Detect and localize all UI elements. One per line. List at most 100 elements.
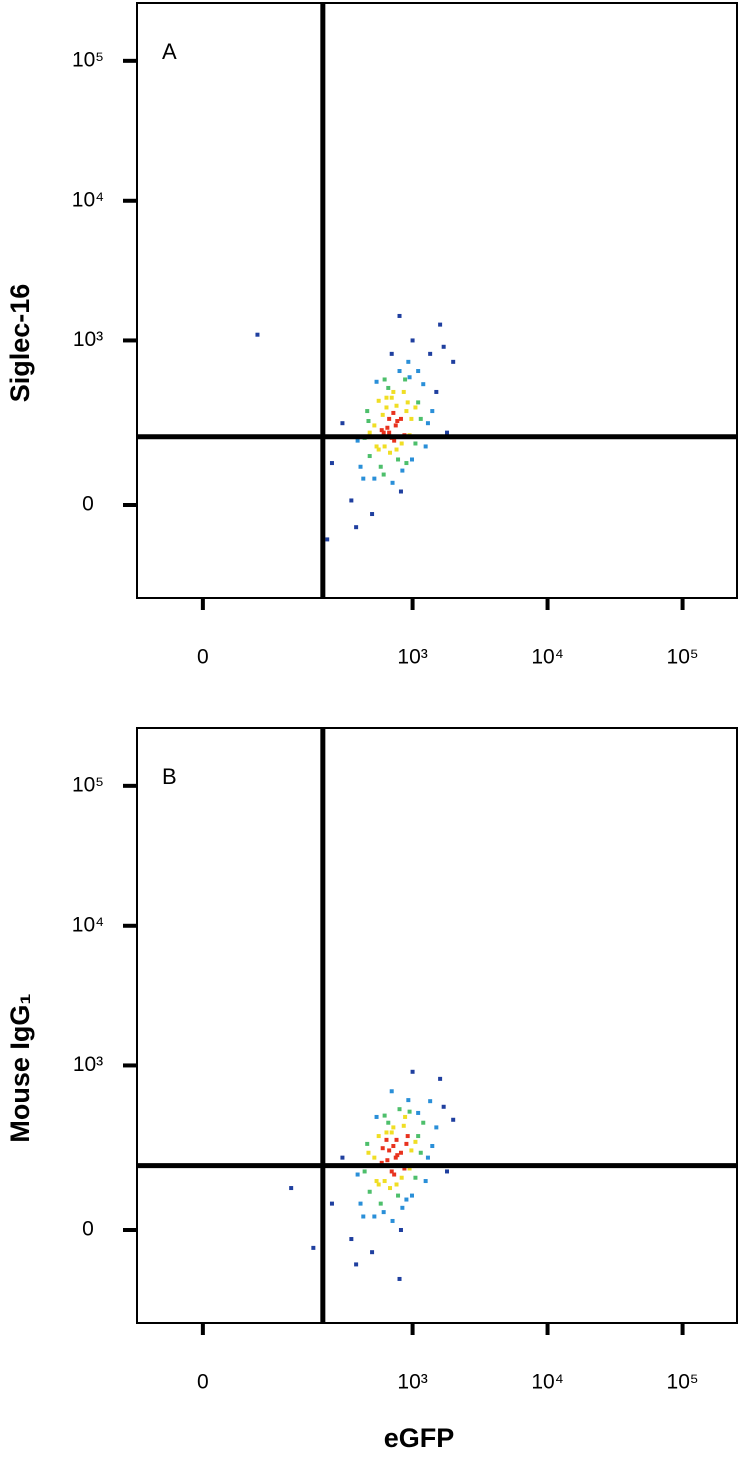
event-dot bbox=[365, 1141, 370, 1146]
y-tick-label: 10⁵ bbox=[72, 773, 104, 796]
event-dot bbox=[388, 1186, 393, 1191]
event-dot bbox=[372, 423, 377, 428]
event-dot bbox=[409, 1148, 414, 1153]
event-dot bbox=[425, 421, 430, 426]
event-dot bbox=[394, 1137, 399, 1142]
event-dot bbox=[398, 1150, 403, 1155]
event-dot bbox=[391, 1144, 396, 1149]
event-dot bbox=[398, 416, 403, 421]
event-dot bbox=[416, 400, 421, 405]
event-dot bbox=[387, 430, 392, 435]
plot-frame bbox=[136, 727, 738, 1324]
event-dot bbox=[413, 441, 418, 446]
event-dot bbox=[428, 1099, 433, 1104]
event-dot bbox=[393, 1155, 398, 1160]
event-dot bbox=[413, 405, 418, 410]
event-dot bbox=[391, 389, 396, 394]
event-dot bbox=[325, 537, 330, 542]
event-dot bbox=[355, 438, 360, 443]
event-dot bbox=[380, 412, 385, 417]
event-dot bbox=[372, 1155, 377, 1160]
event-dot bbox=[418, 416, 423, 421]
event-dot bbox=[358, 464, 363, 469]
event-dot bbox=[406, 359, 411, 364]
x-tick-label: 10⁵ bbox=[667, 1371, 699, 1394]
event-dot bbox=[367, 430, 372, 435]
event-dot bbox=[376, 398, 381, 403]
x-tick-label: 0 bbox=[197, 646, 209, 669]
event-dot bbox=[340, 1155, 345, 1160]
event-dot bbox=[329, 461, 334, 466]
event-dot bbox=[391, 1125, 396, 1130]
event-dot bbox=[381, 430, 386, 435]
event-dot bbox=[398, 489, 403, 494]
event-dot bbox=[404, 1197, 409, 1202]
event-dot bbox=[389, 1089, 394, 1094]
panel-label: B bbox=[162, 764, 177, 789]
y-tick-label: 0 bbox=[82, 493, 94, 516]
event-dot bbox=[382, 1113, 387, 1118]
event-dot bbox=[416, 369, 421, 374]
event-dot bbox=[379, 428, 384, 433]
event-dot bbox=[370, 1250, 375, 1255]
event-dot bbox=[413, 1139, 418, 1144]
event-dot bbox=[389, 1130, 394, 1135]
event-dot bbox=[410, 1069, 415, 1074]
event-dot bbox=[451, 1117, 456, 1122]
event-dot bbox=[402, 1166, 407, 1171]
event-dot bbox=[365, 409, 370, 414]
event-dot bbox=[438, 1076, 443, 1081]
event-dot bbox=[410, 338, 415, 343]
event-dot bbox=[399, 441, 404, 446]
event-dot bbox=[397, 313, 402, 318]
event-dot bbox=[311, 1245, 316, 1250]
event-dot bbox=[397, 369, 402, 374]
event-dot bbox=[405, 400, 410, 405]
event-dot bbox=[385, 425, 390, 430]
event-dot bbox=[381, 472, 386, 477]
event-dot bbox=[374, 444, 379, 449]
event-dot bbox=[379, 1160, 384, 1165]
event-dot bbox=[389, 1169, 394, 1174]
event-dot bbox=[395, 1153, 400, 1158]
event-dot bbox=[374, 379, 379, 384]
event-dot bbox=[376, 447, 381, 452]
event-dot bbox=[423, 444, 428, 449]
event-dot bbox=[430, 1144, 435, 1149]
event-dot bbox=[387, 416, 392, 421]
plot-frame bbox=[136, 2, 738, 599]
y-tick-label: 10³ bbox=[73, 328, 103, 351]
event-dot bbox=[340, 421, 345, 426]
event-dot bbox=[349, 498, 354, 503]
event-dot bbox=[403, 1114, 408, 1119]
event-dot bbox=[387, 1148, 392, 1153]
event-dot bbox=[428, 351, 433, 356]
event-dot bbox=[404, 409, 409, 414]
event-dot bbox=[386, 385, 391, 390]
event-dot bbox=[404, 461, 409, 466]
x-tick-label: 10³ bbox=[397, 646, 427, 669]
event-dot bbox=[374, 1114, 379, 1119]
event-dot bbox=[407, 375, 412, 380]
event-dot bbox=[367, 1189, 372, 1194]
event-dot bbox=[396, 457, 401, 462]
event-dot bbox=[390, 480, 395, 485]
event-dot bbox=[409, 416, 414, 421]
event-dot bbox=[394, 403, 399, 408]
event-dot bbox=[397, 1276, 402, 1281]
event-dot bbox=[384, 1137, 389, 1142]
event-dot bbox=[404, 1141, 409, 1146]
event-dot bbox=[382, 1179, 387, 1184]
event-dot bbox=[399, 1175, 404, 1180]
event-dot bbox=[392, 1172, 397, 1177]
event-dot bbox=[418, 1150, 423, 1155]
event-dot bbox=[395, 419, 400, 424]
event-dot bbox=[380, 1146, 385, 1151]
event-dot bbox=[381, 1210, 386, 1215]
event-dot bbox=[362, 1169, 367, 1174]
event-dot bbox=[390, 1218, 395, 1223]
event-dot bbox=[389, 351, 394, 356]
event-dot bbox=[406, 1098, 411, 1103]
x-tick-label: 10⁵ bbox=[667, 646, 699, 669]
